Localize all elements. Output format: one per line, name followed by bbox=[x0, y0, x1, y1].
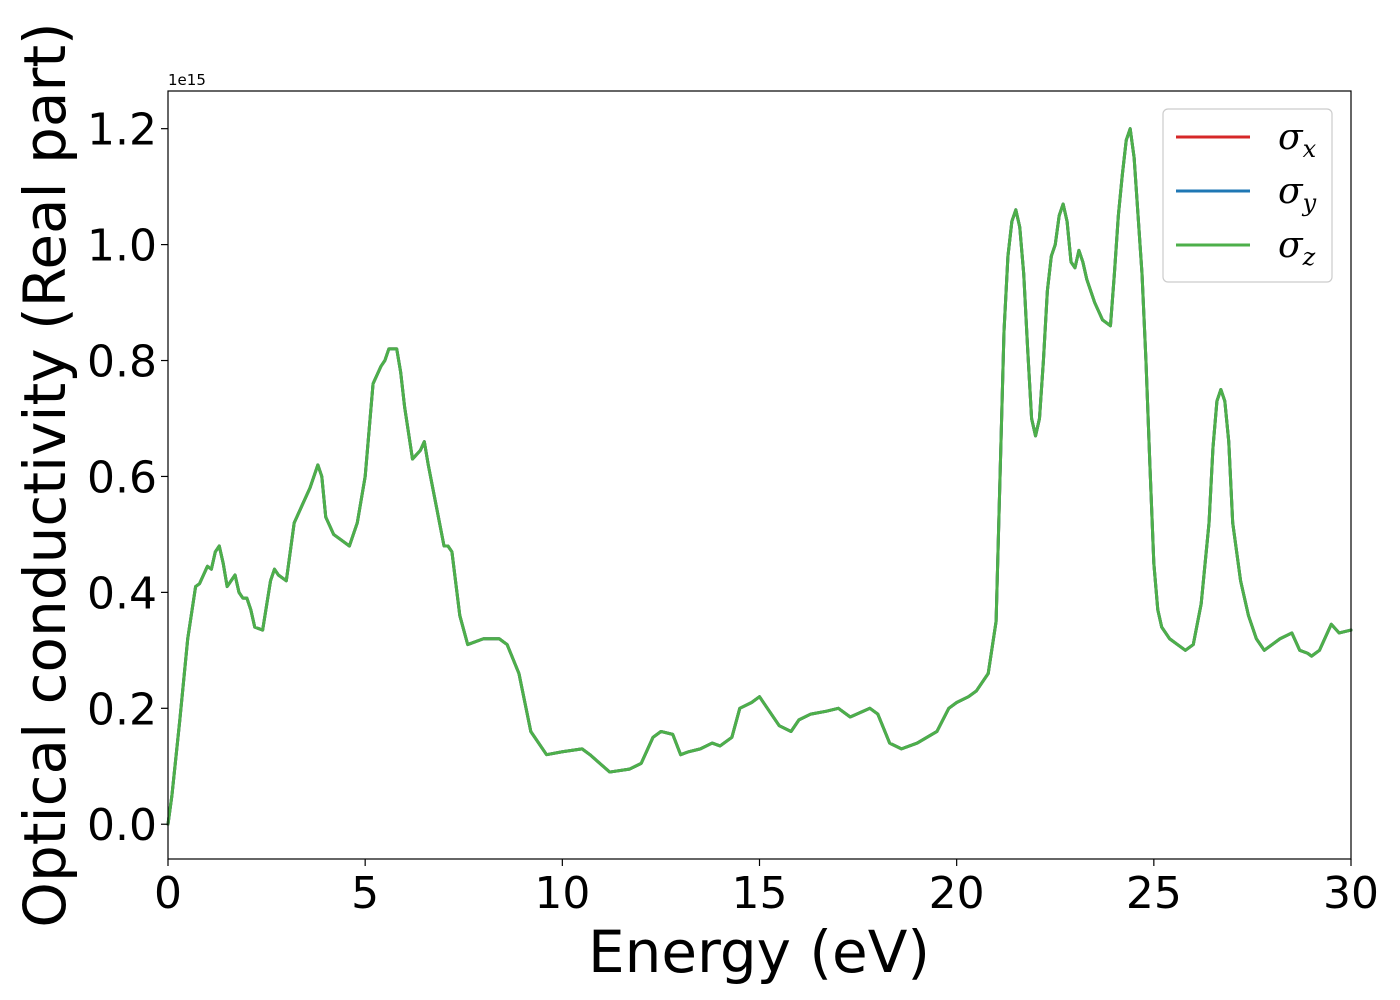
y-tick-label: 0.8 bbox=[87, 337, 157, 388]
series-layer bbox=[166, 127, 1353, 826]
x-tick-label: 10 bbox=[534, 868, 590, 919]
y-tick-label: 1.0 bbox=[87, 221, 157, 272]
legend-label-y: σy bbox=[1278, 171, 1317, 217]
y-axis-label: Optical conductivity (Real part) bbox=[11, 22, 79, 927]
y-tick-label: 0.6 bbox=[87, 452, 157, 503]
y-axis: 0.0 0.2 0.4 0.6 0.8 1.0 1.2 bbox=[87, 105, 168, 851]
x-tick-label: 0 bbox=[154, 868, 182, 919]
y-tick-label: 0.4 bbox=[87, 568, 157, 619]
legend-box bbox=[1162, 108, 1333, 283]
x-tick-label: 5 bbox=[351, 868, 379, 919]
y-offset-label: 1e15 bbox=[168, 71, 206, 89]
x-tick-label: 30 bbox=[1323, 868, 1379, 919]
x-tick-label: 25 bbox=[1126, 868, 1182, 919]
series-line-z bbox=[166, 127, 1353, 826]
legend-label-z: σz bbox=[1278, 225, 1316, 271]
y-tick-label: 0.2 bbox=[87, 684, 157, 735]
y-tick-label: 0.0 bbox=[87, 800, 157, 851]
x-tick-label: 15 bbox=[732, 868, 788, 919]
y-tick-label: 1.2 bbox=[87, 105, 157, 156]
x-axis: 0 5 10 15 20 25 30 bbox=[154, 859, 1379, 919]
x-tick-label: 20 bbox=[929, 868, 985, 919]
x-axis-label: Energy (eV) bbox=[588, 918, 930, 986]
legend: σx σy σz bbox=[1162, 108, 1333, 283]
legend-label-x: σx bbox=[1278, 117, 1317, 163]
